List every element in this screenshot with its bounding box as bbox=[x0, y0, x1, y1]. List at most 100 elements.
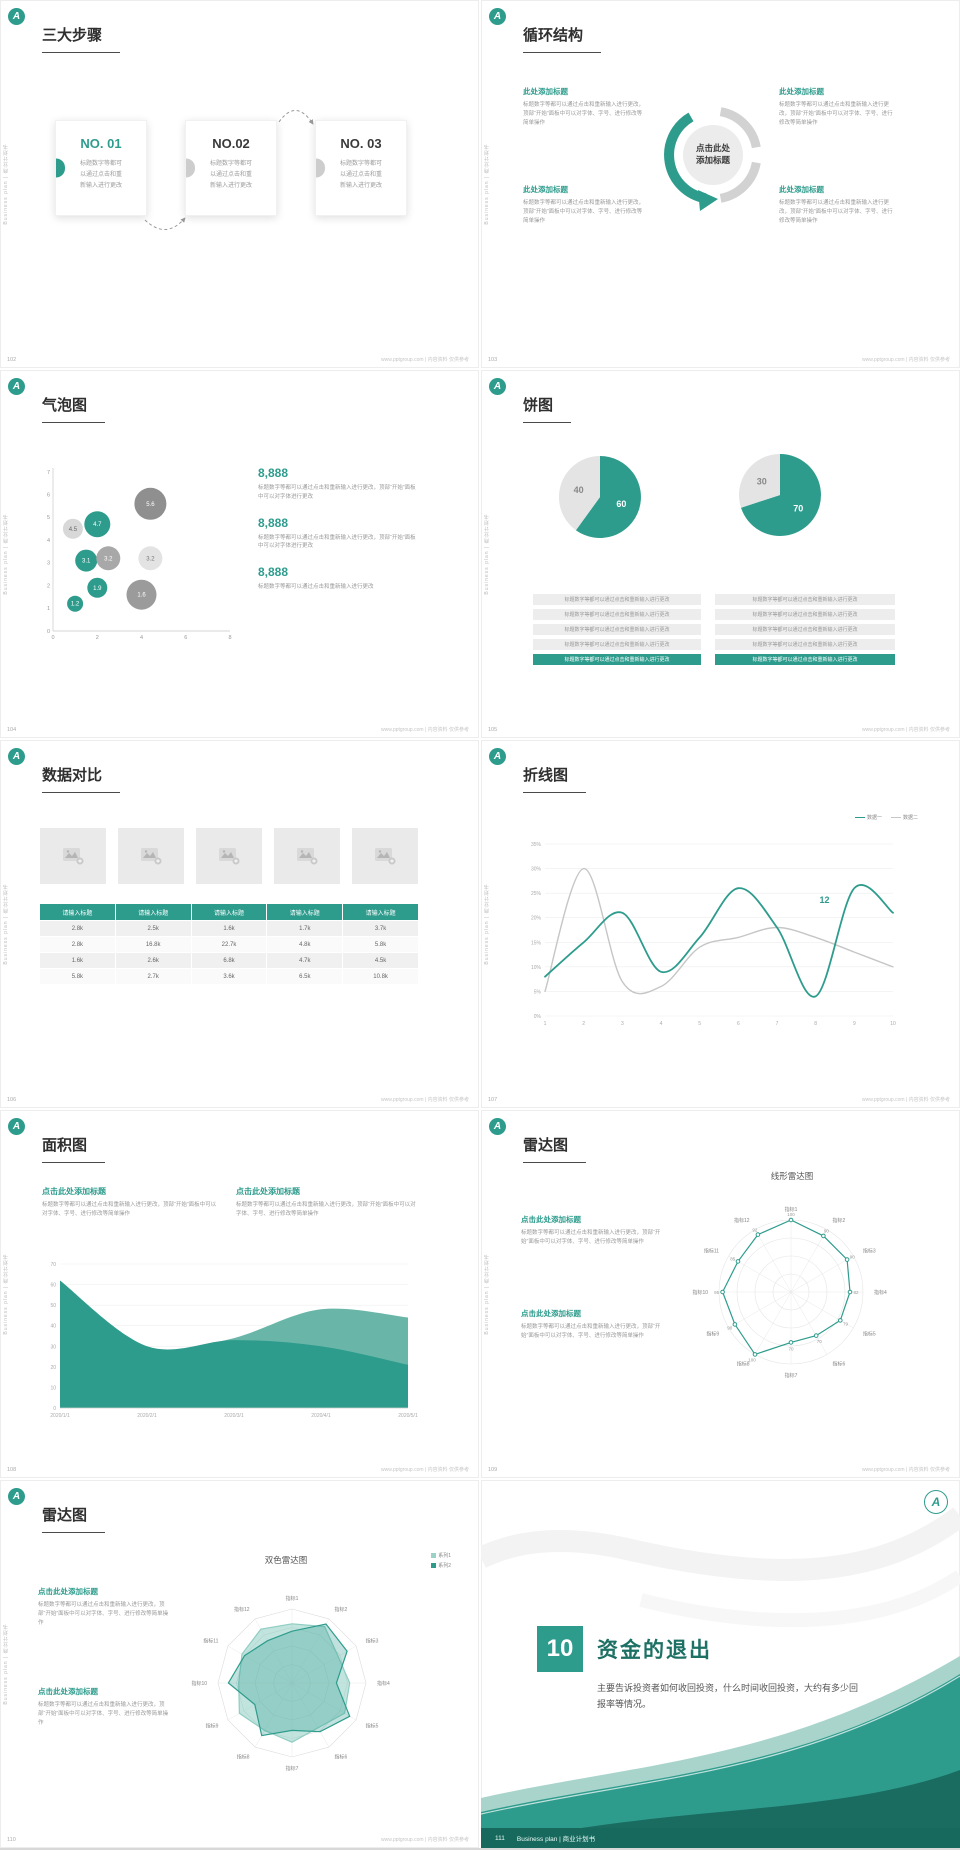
slide-title: 循环结构 bbox=[523, 24, 602, 53]
stat-list: 8,888 标题数字等都可以通过点击和重新输入进行更改，顶部“开始”面板中可以对… bbox=[258, 466, 416, 606]
step-number: NO. 03 bbox=[340, 136, 382, 151]
table-header-cell: 请输入标题 bbox=[343, 904, 418, 920]
radar-chart: 指标1 指标2 指标3 指标4 指标5 指标6 指标7 指标8 指标9 指标10 指标11 指标12 1… bbox=[692, 1206, 887, 1379]
image-placeholder-row bbox=[40, 828, 418, 884]
slide-footer: www.pptgroup.com | 内容资料 仅供参考 bbox=[381, 1097, 469, 1103]
svg-text:4: 4 bbox=[47, 538, 50, 544]
slide-cycle-structure[interactable]: A Business plan | 商业计划书 循环结构 此处添加标题 标题数字… bbox=[481, 0, 960, 368]
svg-text:0: 0 bbox=[53, 1406, 56, 1412]
svg-text:指标7: 指标7 bbox=[286, 1765, 299, 1772]
svg-text:90: 90 bbox=[850, 1255, 856, 1260]
table-cell: 2.8k bbox=[40, 937, 115, 952]
block-heading: 点击此处添加标题 bbox=[38, 1587, 98, 1596]
svg-text:2020/2/1: 2020/2/1 bbox=[137, 1413, 157, 1419]
table-header-cell: 请输入标题 bbox=[191, 904, 267, 920]
image-placeholder bbox=[352, 828, 418, 884]
brand-logo-icon: A bbox=[489, 8, 506, 25]
brand-logo-icon: A bbox=[8, 748, 25, 765]
block-body: 标题数字等都可以通过点击和重新输入进行更改，顶部“开始”面板中可以对字体、字号、… bbox=[521, 1230, 661, 1246]
svg-text:指标5: 指标5 bbox=[863, 1330, 876, 1337]
brand-logo-icon: A bbox=[8, 378, 25, 395]
svg-text:95: 95 bbox=[714, 1290, 720, 1295]
svg-text:2: 2 bbox=[47, 583, 50, 589]
svg-text:8: 8 bbox=[228, 635, 231, 641]
stat-body: 标题数字等都可以通过点击和重新输入进行更改 bbox=[258, 584, 374, 591]
svg-text:0: 0 bbox=[47, 629, 50, 635]
stat-body: 标题数字等都可以通过点击和重新输入进行更改，顶部“开始”面板中可以对字体进行更改 bbox=[258, 485, 416, 500]
table-cell: 1.7k bbox=[267, 921, 343, 936]
table-cell: 1.6k bbox=[191, 921, 267, 936]
slide-bubble-chart[interactable]: A Business plan | 商业计划书 气泡图 0 1 2 3 4 5 6 7 0 2 4 6… bbox=[0, 370, 479, 738]
logo-letter: A bbox=[12, 1121, 21, 1132]
brand-logo-icon: A bbox=[489, 1118, 506, 1135]
svg-text:5.6: 5.6 bbox=[146, 502, 155, 508]
svg-text:40: 40 bbox=[50, 1324, 56, 1330]
caption-bar: 标题数字等都可以通过点击和重新输入进行更改 bbox=[715, 594, 895, 605]
slide-section-cover[interactable]: A 10 资金的退出 主要告诉投资者如何收回投资，什么时间收回投资，大约有多少回… bbox=[481, 1480, 960, 1848]
slide-footer: www.pptgroup.com | 内容资料 仅供参考 bbox=[381, 1467, 469, 1473]
svg-text:4: 4 bbox=[660, 1021, 663, 1027]
legend-item: 数据一 bbox=[854, 814, 882, 821]
svg-text:指标1: 指标1 bbox=[286, 1595, 299, 1602]
stat-value: 8,888 bbox=[258, 565, 289, 580]
legend-item: 数据二 bbox=[890, 814, 918, 821]
slide-data-comparison[interactable]: A Business plan | 商业计划书 数据对比 请输入标题 请输入标题请… bbox=[0, 740, 479, 1108]
slide-three-steps[interactable]: A Business plan | 商业计划书 三大步骤 NO. 01 标题数字… bbox=[0, 0, 479, 368]
table-cell: 3.6k bbox=[191, 969, 267, 984]
svg-text:4.7: 4.7 bbox=[93, 522, 102, 528]
table-header-cell: 请输入标题 bbox=[115, 904, 191, 920]
table-cell: 2.5k bbox=[115, 921, 191, 936]
brand-text: Business plan | 商业计划书 bbox=[516, 1836, 596, 1843]
page-number: 108 bbox=[7, 1467, 17, 1473]
svg-text:79: 79 bbox=[843, 1321, 849, 1326]
steps-diagram: NO. 01 标题数字等都可 以通过点击和重 新输入进行更改 NO.02 标题数… bbox=[45, 90, 417, 240]
slide-title: 气泡图 bbox=[42, 394, 106, 423]
caption-bar: 标题数字等都可以通过点击和重新输入进行更改 bbox=[533, 609, 701, 620]
svg-text:92: 92 bbox=[752, 1227, 758, 1232]
table-header-cell: 请输入标题 bbox=[40, 904, 115, 920]
step-accent bbox=[56, 158, 65, 178]
svg-text:25%: 25% bbox=[531, 891, 542, 897]
svg-text:指标9: 指标9 bbox=[706, 1330, 719, 1337]
cover-footer-bar: 111 Business plan | 商业计划书 bbox=[481, 1828, 960, 1848]
svg-text:3: 3 bbox=[47, 561, 50, 567]
block-heading: 此处添加标题 bbox=[779, 185, 824, 194]
step-number: NO.02 bbox=[212, 136, 250, 151]
page-number: 105 bbox=[488, 727, 498, 733]
block-heading: 此处添加标题 bbox=[779, 87, 824, 96]
text-block: 点击此处添加标题 标题数字等都可以通过点击和重新输入进行更改，顶部“开始”面板中… bbox=[521, 1214, 661, 1247]
sidebar-watermark: Business plan | 商业计划书 bbox=[484, 513, 490, 595]
svg-text:指标6: 指标6 bbox=[335, 1753, 348, 1760]
slide-radar-line[interactable]: A Business plan | 商业计划书 雷达图 线形雷达图 点击此处添加… bbox=[481, 1110, 960, 1478]
text-block: 点击此处添加标题 标题数字等都可以通过点击和重新输入进行更改，顶部“开始”面板中… bbox=[38, 1586, 172, 1628]
slide-radar-dual[interactable]: A Business plan | 商业计划书 雷达图 双色雷达图 系列1 系列… bbox=[0, 1480, 479, 1848]
table-cell: 10.8k bbox=[343, 969, 418, 984]
svg-text:15%: 15% bbox=[531, 940, 542, 946]
table-cell: 4.7k bbox=[267, 953, 343, 968]
cover-logo-icon: A bbox=[924, 1490, 948, 1514]
svg-text:0%: 0% bbox=[534, 1014, 542, 1020]
image-placeholder bbox=[274, 828, 340, 884]
sidebar-watermark: Business plan | 商业计划书 bbox=[3, 1253, 9, 1335]
svg-text:100: 100 bbox=[748, 1358, 756, 1363]
svg-text:1.9: 1.9 bbox=[93, 586, 102, 592]
svg-text:2020/1/1: 2020/1/1 bbox=[50, 1413, 70, 1419]
dashed-arrows bbox=[144, 110, 314, 230]
svg-text:8: 8 bbox=[814, 1021, 817, 1027]
svg-text:82: 82 bbox=[853, 1290, 859, 1295]
slide-pie-chart[interactable]: A Business plan | 商业计划书 饼图 60 40 70 30 标题数… bbox=[481, 370, 960, 738]
step-body: 标题数字等都可 以通过点击和重 新输入进行更改 bbox=[79, 161, 122, 189]
slide-area-chart[interactable]: A Business plan | 商业计划书 面积图 点击此处添加标题 标题数… bbox=[0, 1110, 479, 1478]
block-body: 标题数字等都可以通过点击和重新输入进行更改，顶部“开始”面板中可以对字体、字号、… bbox=[523, 200, 645, 225]
svg-text:70: 70 bbox=[817, 1339, 823, 1344]
block-body: 标题数字等都可以通过点击和重新输入进行更改，顶部“开始”面板中可以对字体、字号、… bbox=[42, 1202, 217, 1218]
svg-text:7: 7 bbox=[47, 470, 50, 476]
svg-text:2020/3/1: 2020/3/1 bbox=[224, 1413, 244, 1419]
block-heading: 点击此处添加标题 bbox=[236, 1187, 300, 1196]
page-number: 111 bbox=[495, 1834, 505, 1842]
caption-bar: 标题数字等都可以通过点击和重新输入进行更改 bbox=[715, 639, 895, 650]
slide-line-chart[interactable]: A Business plan | 商业计划书 折线图 数据一 数据二 0% 5%… bbox=[481, 740, 960, 1108]
text-block: 点击此处添加标题 标题数字等都可以通过点击和重新输入进行更改，顶部“开始”面板中… bbox=[42, 1186, 218, 1219]
svg-text:70: 70 bbox=[50, 1262, 56, 1268]
